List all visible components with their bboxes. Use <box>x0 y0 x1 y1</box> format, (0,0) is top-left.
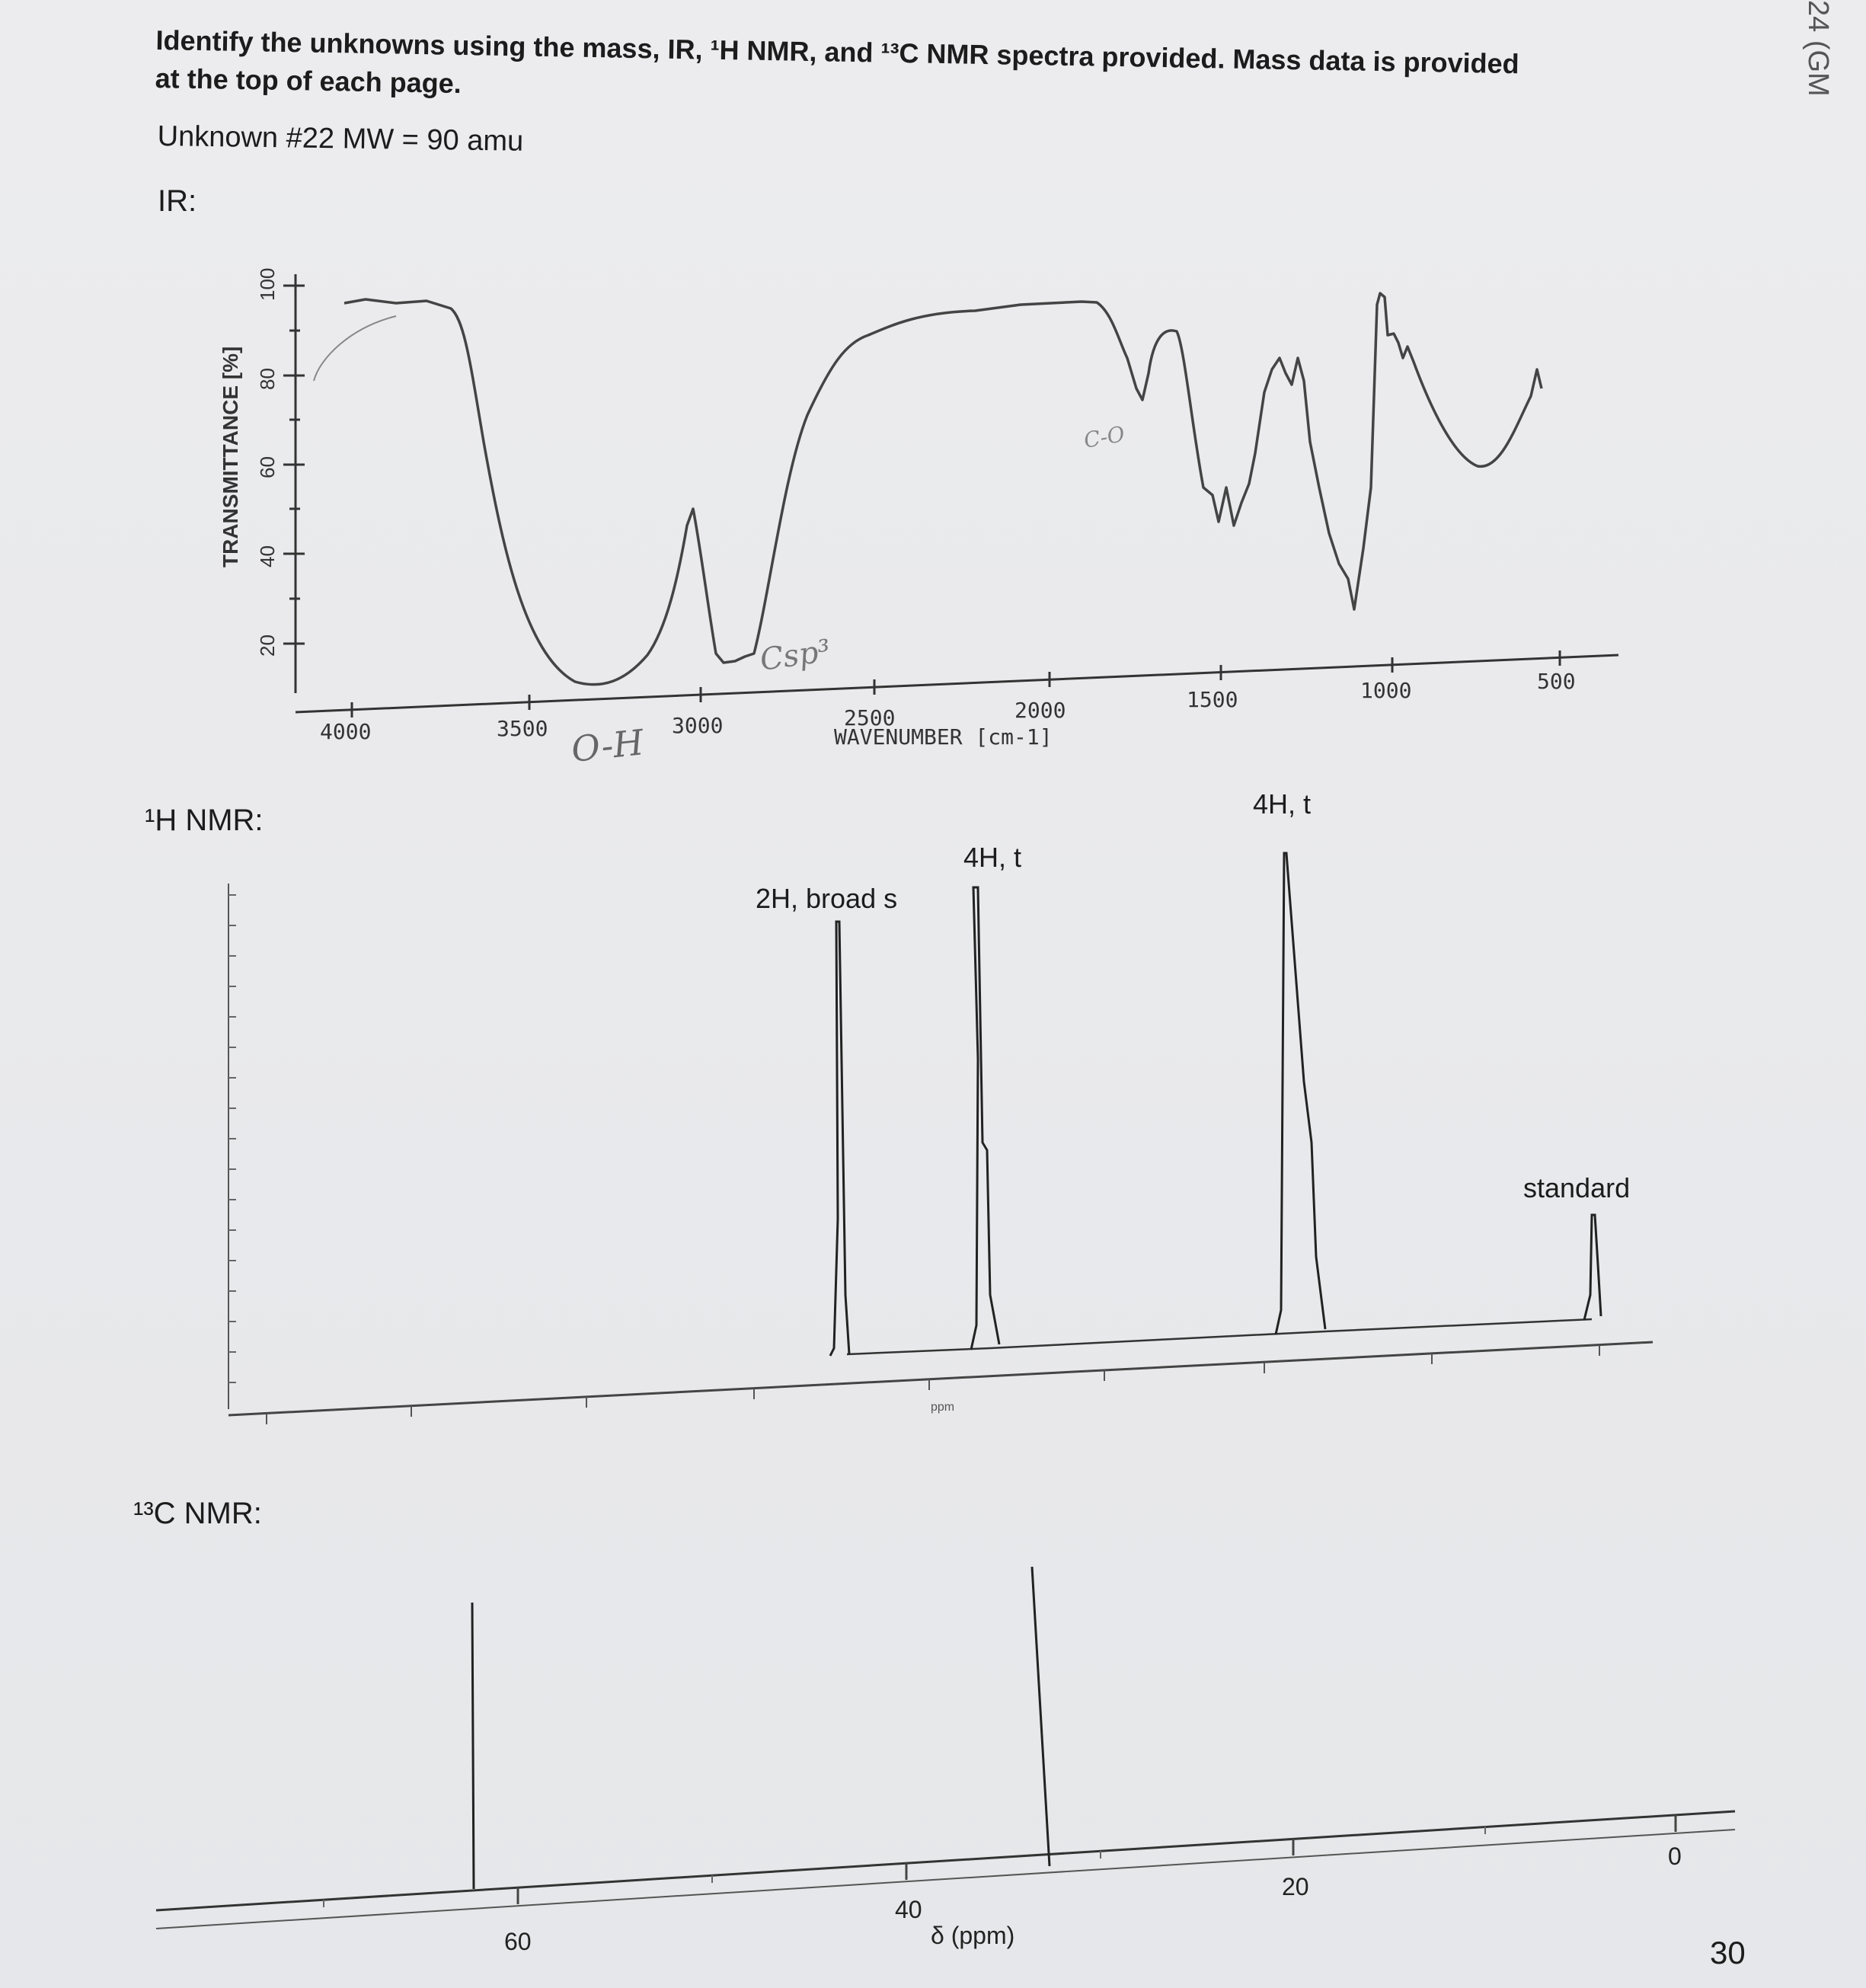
c-nmr-peak-2 <box>1030 1566 1051 1867</box>
ir-trace <box>343 292 1543 686</box>
c-nmr-x-axis-title: δ (ppm) <box>931 1922 1014 1949</box>
ir-x-axis <box>295 654 1619 714</box>
h-nmr-label-standard: standard <box>1523 1172 1630 1203</box>
c-nmr-peak-1 <box>471 1602 475 1890</box>
c-nmr-x-ticks <box>516 1815 1677 1904</box>
ir-x-ticks <box>350 650 1561 718</box>
page-number: 30 <box>1710 1935 1746 1970</box>
ir-x-tick-1500: 1500 <box>1187 687 1238 712</box>
ir-y-axis-title: TRANSMITTANCE [%] <box>219 347 242 567</box>
h-nmr-baseline <box>846 1318 1593 1356</box>
ir-x-tick-1000: 1000 <box>1360 678 1411 703</box>
ir-x-tick-500: 500 <box>1537 669 1576 694</box>
ir-y-tick-100: 100 <box>256 268 279 301</box>
c-nmr-x-axis <box>155 1810 1736 1912</box>
h-nmr-peak-broad-s <box>829 920 851 1357</box>
ir-y-tick-40: 40 <box>256 545 279 567</box>
c-nmr-section-label: ¹³C NMR: <box>133 1497 262 1530</box>
ir-y-tick-80: 80 <box>256 368 279 390</box>
ir-y-ticks <box>283 284 305 645</box>
h-nmr-label-triplet-2: 4H, t <box>1253 788 1311 820</box>
h-nmr-section-label: ¹H NMR: <box>145 804 264 837</box>
ir-y-tick-60: 60 <box>256 456 279 478</box>
c-nmr-x-tick-60: 60 <box>504 1928 532 1955</box>
c-nmr-x-axis-lower <box>155 1829 1736 1929</box>
h-nmr-x-ticks <box>266 1345 1600 1424</box>
c-nmr-minor-ticks <box>323 1827 1486 1907</box>
c-nmr-x-tick-20: 20 <box>1282 1873 1309 1900</box>
ir-x-tick-3000: 3000 <box>672 713 723 738</box>
ir-x-tick-2500: 2500 <box>844 705 895 730</box>
c-nmr-x-tick-0: 0 <box>1668 1843 1682 1870</box>
ir-x-tick-3500: 3500 <box>497 716 548 741</box>
h-nmr-peak-triplet-1 <box>970 886 1001 1350</box>
h-nmr-axis-unit: ppm <box>931 1401 954 1414</box>
ir-pencil-stroke <box>313 315 397 382</box>
ir-x-tick-2000: 2000 <box>1014 698 1066 723</box>
ir-y-tick-20: 20 <box>256 634 279 657</box>
h-nmr-peak-triplet-2 <box>1274 852 1327 1335</box>
h-nmr-label-triplet-1: 4H, t <box>963 842 1021 873</box>
c-nmr-x-tick-40: 40 <box>895 1896 922 1923</box>
ir-x-tick-4000: 4000 <box>320 719 371 744</box>
h-nmr-integral-ticks <box>228 894 236 1383</box>
h-nmr-peak-standard <box>1583 1213 1602 1321</box>
ir-x-axis-title: WAVENUMBER [cm-1] <box>834 724 1053 749</box>
h-nmr-x-axis <box>228 1341 1654 1417</box>
ir-section-label: IR: <box>158 184 197 218</box>
ir-annotation-oh: O-H <box>570 721 647 770</box>
h-nmr-label-broad-s: 2H, broad s <box>756 883 897 914</box>
